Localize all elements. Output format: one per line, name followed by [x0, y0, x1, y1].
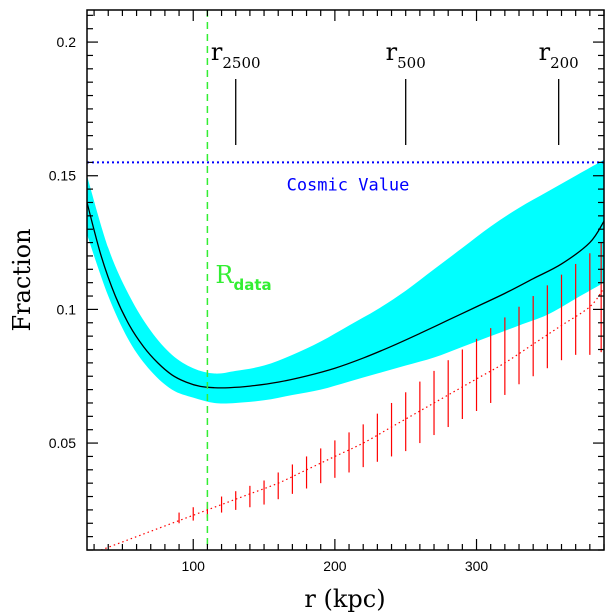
plot-frame — [86, 9, 605, 551]
y-tick-label: 0.1 — [57, 301, 77, 317]
y-axis-title: Fraction — [8, 228, 36, 331]
model-curve — [87, 202, 604, 389]
x-tick-label: 100 — [182, 558, 206, 574]
cosmic-value-label: Cosmic Value — [287, 175, 410, 195]
y-tick-label: 0.15 — [49, 168, 76, 184]
plot-area — [87, 10, 604, 550]
radius-marker-label: r2500 — [211, 38, 261, 72]
r-data-label: Rdata — [215, 261, 271, 294]
axes: 100 200 300 0.05 0.1 0.15 0.2 — [49, 10, 605, 574]
annotations: Cosmic Value Rdata r2500 r500 r200 — [211, 38, 579, 294]
radius-marker-label: r500 — [386, 38, 426, 72]
uncertainty-band — [87, 159, 604, 404]
x-tick-label: 200 — [323, 558, 347, 574]
x-tick-label: 300 — [465, 558, 489, 574]
x-axis-title: r (kpc) — [304, 585, 385, 612]
radius-marker-label: r200 — [539, 38, 579, 72]
y-tick-label: 0.05 — [49, 435, 76, 451]
y-tick-label: 0.2 — [57, 34, 77, 50]
